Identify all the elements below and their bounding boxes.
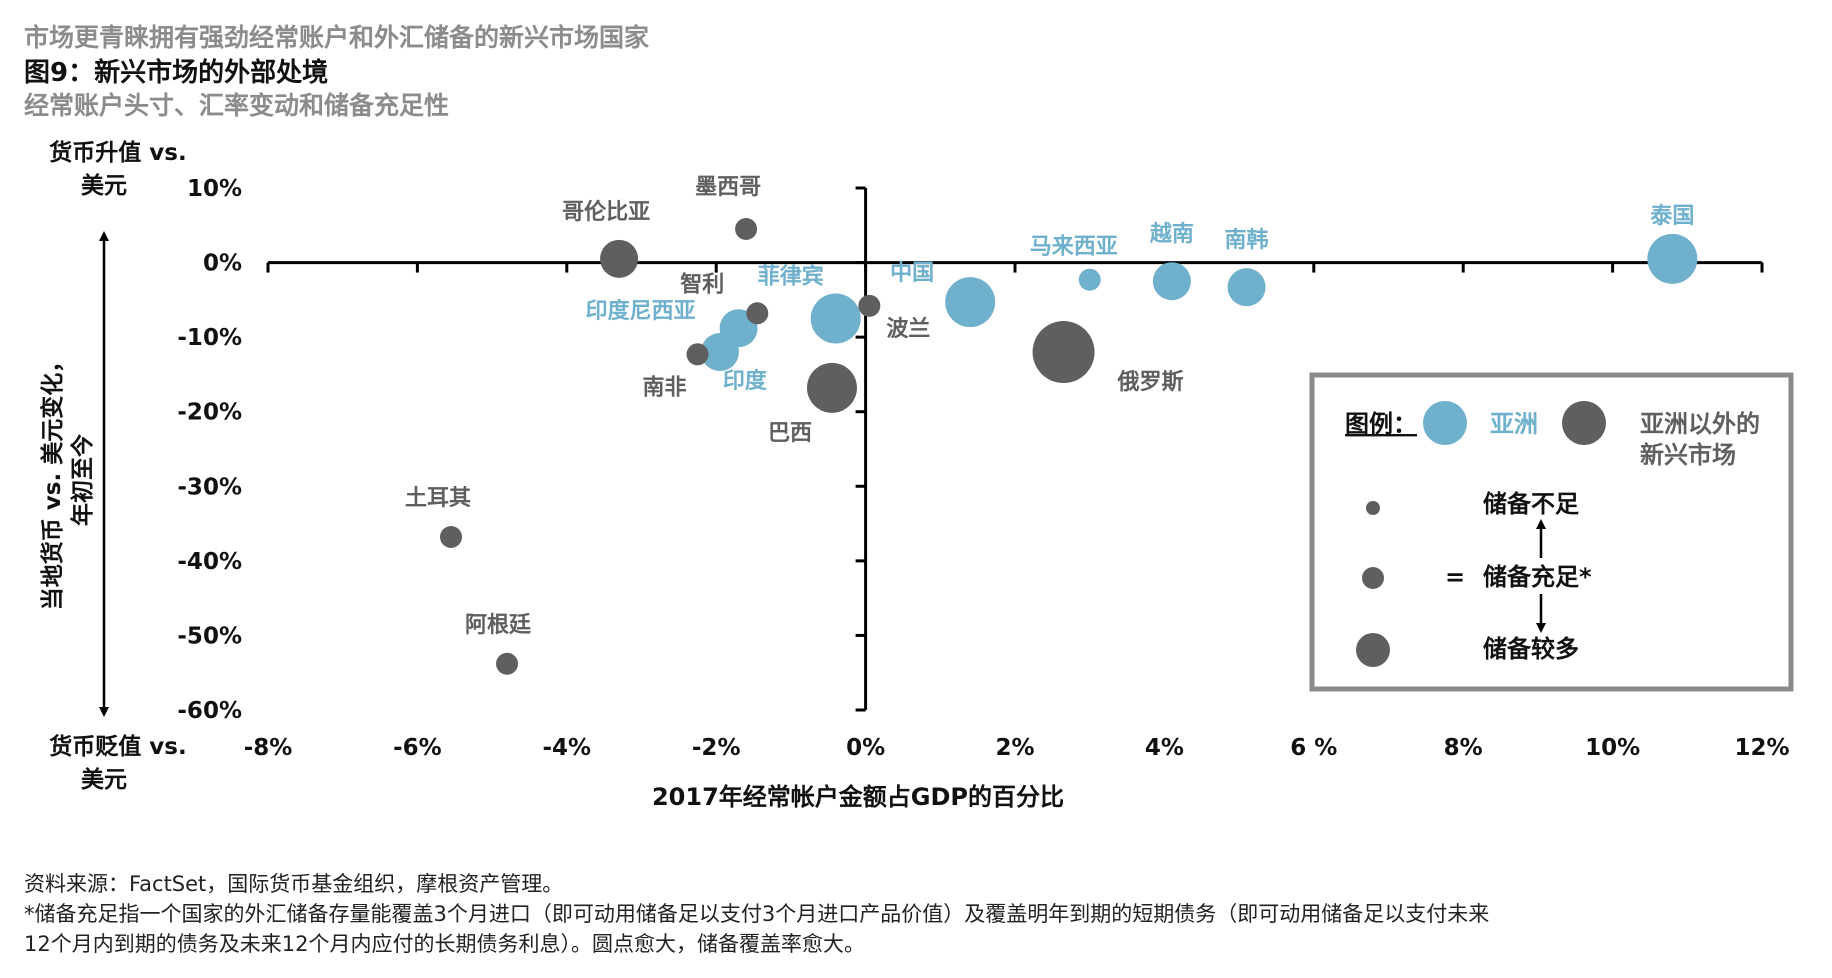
y-tick-label: -40% — [177, 549, 242, 575]
axes: -8% -6% -4% -2% 0% 2% 4% 6 % 8% 10% 12% 10%0%-10%-… — [177, 176, 1789, 761]
legend-equals: = — [1445, 563, 1465, 591]
y-bottom-label-line1: 货币贬值 vs. — [49, 733, 186, 760]
svg-text:年初至今: 年初至今 — [69, 434, 96, 526]
y-tick-label: 10% — [187, 176, 242, 202]
legend-non-asia-swatch — [1562, 401, 1606, 445]
legend-asia-label: 亚洲 — [1490, 410, 1538, 438]
data-point-label: 南韩 — [1225, 227, 1269, 253]
data-point — [746, 302, 769, 325]
legend-reserve-adequate: 储备充足* — [1483, 563, 1592, 591]
data-point — [1078, 268, 1101, 291]
legend-size-medium — [1362, 567, 1384, 589]
x-tick-label: -4% — [542, 735, 591, 761]
data-point — [1032, 321, 1095, 384]
data-point-label: 越南 — [1149, 222, 1194, 247]
x-axis-title: 2017年经常帐户金额占GDP的百分比 — [652, 783, 1064, 811]
data-point-label: 马来西亚 — [1030, 235, 1118, 260]
footer-note-line2: 12个月内到期的债务及未来12个月内应付的长期债务利息）。圆点愈大，储备覆盖率愈… — [24, 932, 865, 956]
data-point-label: 泰国 — [1649, 204, 1694, 229]
x-tick-label: -6% — [393, 735, 442, 761]
legend-reserve-high: 储备较多 — [1483, 635, 1579, 663]
x-tick-label: 0% — [846, 735, 885, 761]
data-point-label: 巴西 — [768, 421, 812, 446]
y-ticks: 10% 0% -10% -20% -30% -40% -50% -60% — [177, 176, 866, 724]
footer-source: 资料来源：FactSet，国际货币基金组织，摩根资产管理。 — [24, 872, 564, 896]
y-tick-label: -60% — [177, 698, 242, 724]
data-point — [600, 239, 639, 278]
chart-kicker: 市场更青睐拥有强劲经常账户和外汇储备的新兴市场国家 — [24, 23, 650, 52]
data-point — [1152, 262, 1191, 301]
data-point-label: 俄罗斯 — [1117, 369, 1184, 395]
data-point — [806, 362, 857, 413]
data-point-label: 印度 — [723, 368, 768, 394]
scatter-chart: -8% -6% -4% -2% 0% 2% 4% 6 % 8% 10% 12% 10%0%-10%-… — [39, 139, 1794, 811]
svg-text:当地货币 vs. 美元变化，: 当地货币 vs. 美元变化， — [39, 350, 66, 610]
x-tick-label: 6 % — [1290, 735, 1337, 761]
data-point-label: 波兰 — [886, 316, 930, 342]
y-axis-title: 当地货币 vs. 美元变化， 年初至今 — [39, 350, 96, 610]
data-point-label: 墨西哥 — [695, 175, 761, 200]
data-point — [440, 525, 463, 548]
x-tick-label: 4% — [1145, 735, 1184, 761]
data-point-label: 智利 — [680, 271, 724, 297]
data-point — [496, 652, 519, 675]
x-tick-label: -8% — [244, 735, 293, 761]
data-point — [1227, 268, 1266, 307]
y-bottom-label-line2: 美元 — [81, 766, 127, 793]
y-tick-label: -30% — [177, 474, 242, 500]
legend-size-large — [1356, 633, 1390, 667]
data-point-label: 土耳其 — [405, 486, 471, 511]
data-point — [686, 343, 709, 366]
x-tick-label: 2% — [995, 735, 1034, 761]
data-point — [700, 333, 739, 372]
data-point — [1647, 233, 1698, 284]
y-tick-label: -20% — [177, 400, 242, 426]
legend-non-asia-label-line2: 新兴市场 — [1640, 441, 1736, 469]
legend-non-asia-label-line1: 亚洲以外的 — [1640, 410, 1760, 438]
data-point — [858, 294, 881, 317]
data-point — [735, 218, 758, 241]
x-tick-label: -2% — [692, 735, 741, 761]
data-point-label: 印度尼西亚 — [586, 298, 696, 324]
data-point-label: 南非 — [643, 375, 687, 400]
y-tick-label: -50% — [177, 623, 242, 649]
data-point — [810, 293, 861, 344]
data-point-label: 哥伦比亚 — [562, 199, 650, 225]
footer-note-line1: *储备充足指一个国家的外汇储备存量能覆盖3个月进口（即可动用储备足以支付3个月进… — [24, 902, 1490, 926]
y-top-label-line1: 货币升值 vs. — [49, 139, 186, 166]
y-top-label-line2: 美元 — [81, 172, 127, 199]
y-tick-label: 0% — [203, 251, 242, 277]
chart-subtitle: 经常账户头寸、汇率变动和储备充足性 — [24, 91, 450, 120]
x-tick-label: 12% — [1734, 735, 1789, 761]
data-point — [945, 277, 996, 328]
legend-title: 图例： — [1345, 410, 1417, 438]
legend-asia-swatch — [1423, 401, 1467, 445]
chart-title: 图9：新兴市场的外部处境 — [24, 58, 329, 88]
data-point-label: 阿根廷 — [465, 613, 532, 638]
legend: 图例： 亚洲 亚洲以外的 新兴市场 = 储备不足 储备充足* 储备较多 — [1309, 372, 1794, 692]
x-tick-label: 8% — [1444, 735, 1483, 761]
data-point-label: 中国 — [890, 261, 934, 286]
x-tick-label: 10% — [1585, 735, 1640, 761]
data-point-label: 菲律宾 — [758, 264, 824, 290]
legend-box — [1309, 372, 1794, 692]
legend-size-small — [1366, 501, 1380, 515]
legend-reserve-low: 储备不足 — [1483, 490, 1579, 518]
x-ticks: -8% -6% -4% -2% 0% 2% 4% 6 % 8% 10% 12% — [244, 262, 1790, 761]
y-tick-label: -10% — [177, 325, 242, 351]
